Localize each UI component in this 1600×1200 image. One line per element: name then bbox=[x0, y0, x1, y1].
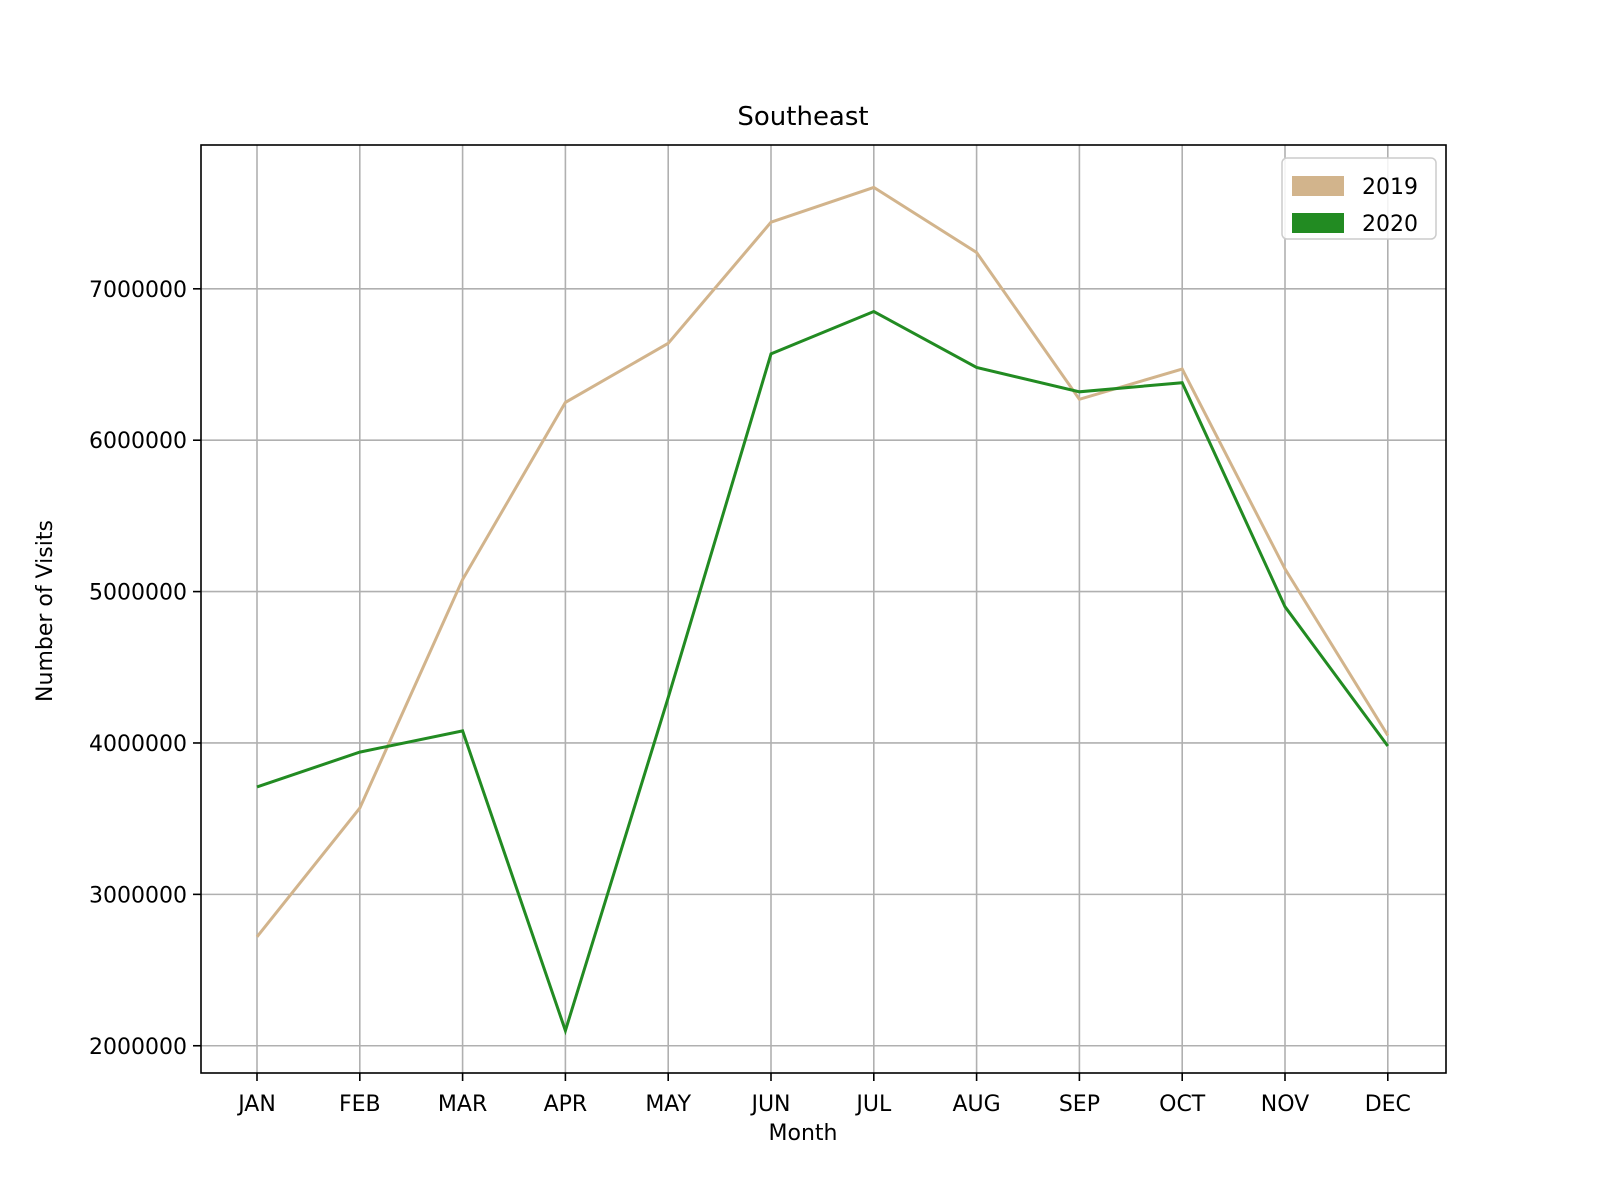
y-tick-label: 2000000 bbox=[89, 1035, 187, 1060]
x-tick-label: JAN bbox=[236, 1092, 276, 1117]
x-tick-label: MAY bbox=[645, 1092, 691, 1117]
x-tick-label: AUG bbox=[952, 1092, 1000, 1117]
series-line-2020 bbox=[256, 309, 1390, 1036]
x-tick-label: OCT bbox=[1159, 1092, 1206, 1117]
legend: 2019 2020 bbox=[1281, 157, 1437, 240]
y-tick-label: 3000000 bbox=[89, 883, 187, 908]
legend-swatch-2019 bbox=[1292, 176, 1344, 196]
x-tick-label: NOV bbox=[1261, 1092, 1309, 1117]
x-tick-label: SEP bbox=[1059, 1092, 1100, 1117]
legend-swatch-2020 bbox=[1292, 213, 1344, 233]
x-tick-label: JUN bbox=[749, 1092, 790, 1117]
y-tick-label: 4000000 bbox=[89, 732, 187, 757]
x-tick-label: FEB bbox=[339, 1092, 381, 1117]
plot-area-frame bbox=[200, 144, 1447, 1074]
x-tick-label: MAR bbox=[438, 1092, 487, 1117]
chart-title: Southeast bbox=[737, 102, 868, 132]
series-lines bbox=[255, 185, 1390, 1036]
y-axis-ticks: 2000000 3000000 4000000 5000000 6000000 70000… bbox=[89, 278, 201, 1060]
series-line-2019 bbox=[255, 185, 1390, 938]
x-tick-label: DEC bbox=[1365, 1092, 1411, 1117]
legend-label-2020: 2020 bbox=[1362, 212, 1418, 237]
x-axis-ticks: JAN FEB MAR APR MAY JUN JUL AUG SEP OCT NOV DEC bbox=[236, 1073, 1411, 1117]
y-axis-title: Number of Visits bbox=[33, 520, 58, 702]
x-tick-label: APR bbox=[544, 1092, 588, 1117]
legend-label-2019: 2019 bbox=[1362, 175, 1418, 200]
y-tick-label: 7000000 bbox=[89, 278, 187, 303]
x-tick-label: JUL bbox=[854, 1092, 892, 1117]
x-axis-title: Month bbox=[769, 1121, 838, 1146]
y-tick-label: 6000000 bbox=[89, 429, 187, 454]
y-tick-label: 5000000 bbox=[89, 581, 187, 606]
